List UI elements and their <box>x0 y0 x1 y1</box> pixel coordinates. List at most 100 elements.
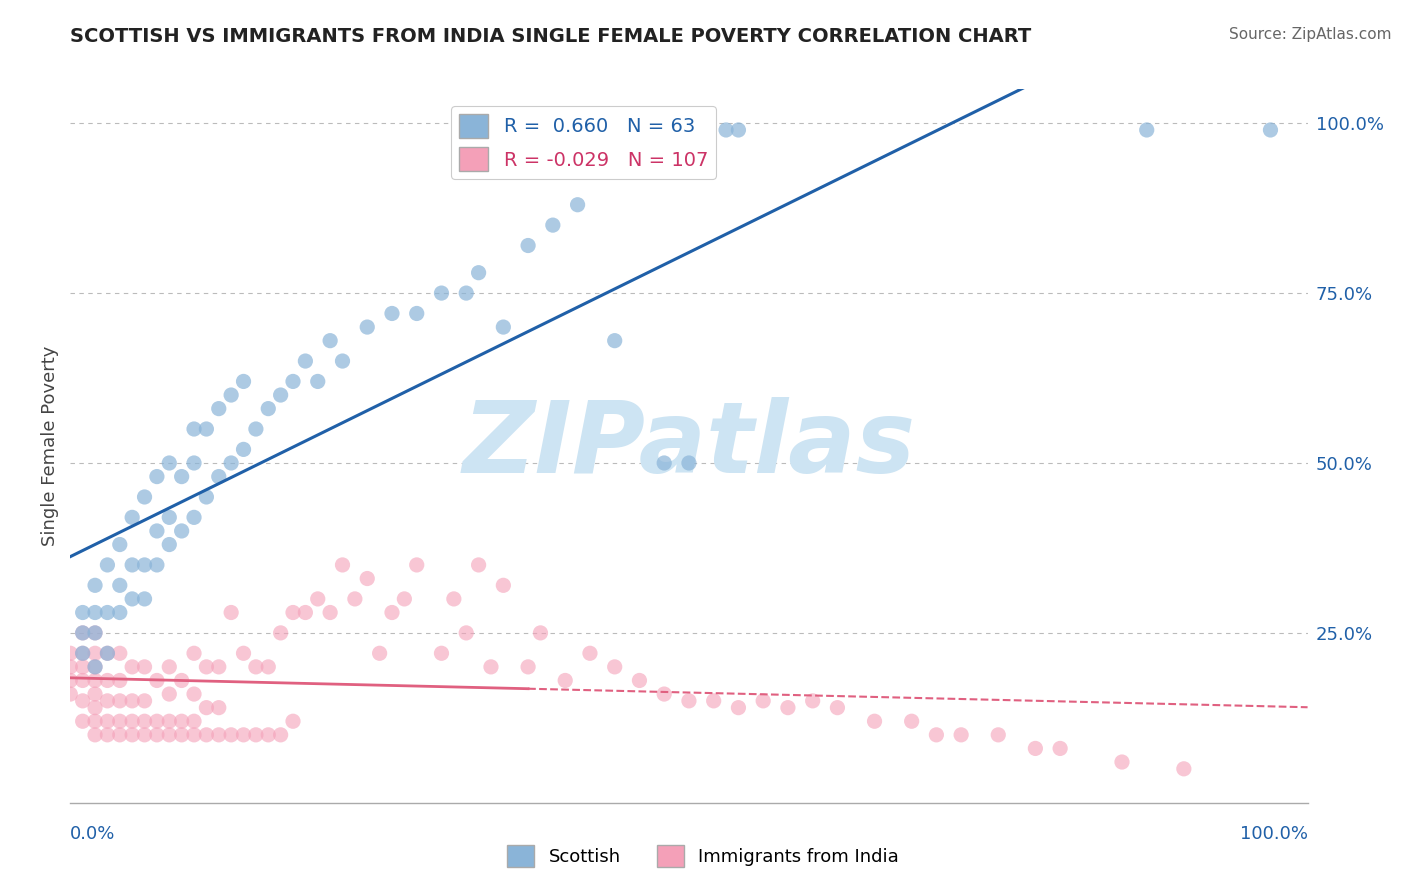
Point <box>714 123 737 137</box>
Point <box>863 714 886 729</box>
Point <box>703 694 725 708</box>
Point <box>183 714 205 729</box>
Point <box>146 714 169 729</box>
Point <box>96 714 118 729</box>
Point <box>727 700 749 714</box>
Point <box>108 694 131 708</box>
Point <box>456 626 478 640</box>
Point <box>183 728 205 742</box>
Point <box>121 694 143 708</box>
Point <box>1260 123 1282 137</box>
Point <box>195 490 218 504</box>
Point <box>257 728 280 742</box>
Point <box>517 238 540 252</box>
Point <box>492 320 515 334</box>
Point <box>652 687 675 701</box>
Point <box>245 422 267 436</box>
Point <box>72 694 94 708</box>
Point <box>219 456 242 470</box>
Point <box>146 524 169 538</box>
Point <box>84 687 107 701</box>
Point <box>84 626 107 640</box>
Point <box>603 660 626 674</box>
Point <box>208 401 231 416</box>
Point <box>628 673 651 688</box>
Point <box>257 660 280 674</box>
Point <box>146 469 169 483</box>
Point <box>270 626 292 640</box>
Point <box>208 660 231 674</box>
Point <box>541 218 564 232</box>
Point <box>368 646 391 660</box>
Point <box>443 591 465 606</box>
Point <box>356 320 378 334</box>
Point <box>294 354 316 368</box>
Point <box>294 606 316 620</box>
Point <box>430 646 453 660</box>
Point <box>96 646 118 660</box>
Point <box>281 714 304 729</box>
Point <box>183 422 205 436</box>
Point <box>157 660 180 674</box>
Point <box>121 591 143 606</box>
Point <box>1111 755 1133 769</box>
Text: Source: ZipAtlas.com: Source: ZipAtlas.com <box>1229 27 1392 42</box>
Point <box>727 123 749 137</box>
Point <box>96 694 118 708</box>
Point <box>96 646 118 660</box>
Point <box>157 714 180 729</box>
Point <box>195 700 218 714</box>
Text: SCOTTISH VS IMMIGRANTS FROM INDIA SINGLE FEMALE POVERTY CORRELATION CHART: SCOTTISH VS IMMIGRANTS FROM INDIA SINGLE… <box>70 27 1032 45</box>
Point <box>183 687 205 701</box>
Point <box>157 687 180 701</box>
Point <box>84 626 107 640</box>
Point <box>134 728 156 742</box>
Point <box>195 728 218 742</box>
Point <box>121 714 143 729</box>
Point <box>170 728 193 742</box>
Point <box>183 510 205 524</box>
Text: 0.0%: 0.0% <box>70 825 115 843</box>
Point <box>157 456 180 470</box>
Point <box>134 591 156 606</box>
Point <box>219 606 242 620</box>
Point <box>232 442 254 457</box>
Point <box>332 354 354 368</box>
Point <box>270 728 292 742</box>
Point <box>134 660 156 674</box>
Point <box>96 673 118 688</box>
Point <box>232 646 254 660</box>
Point <box>72 714 94 729</box>
Point <box>108 728 131 742</box>
Point <box>479 660 502 674</box>
Point <box>456 286 478 301</box>
Point <box>72 646 94 660</box>
Point <box>170 714 193 729</box>
Point <box>170 673 193 688</box>
Point <box>84 700 107 714</box>
Point <box>170 524 193 538</box>
Point <box>134 714 156 729</box>
Point <box>332 558 354 572</box>
Point <box>950 728 973 742</box>
Point <box>405 558 427 572</box>
Point <box>84 578 107 592</box>
Y-axis label: Single Female Poverty: Single Female Poverty <box>41 346 59 546</box>
Point <box>208 469 231 483</box>
Point <box>146 673 169 688</box>
Point <box>900 714 922 729</box>
Point <box>208 700 231 714</box>
Point <box>121 660 143 674</box>
Point <box>108 606 131 620</box>
Point <box>72 626 94 640</box>
Point <box>467 266 489 280</box>
Point <box>134 694 156 708</box>
Point <box>1136 123 1159 137</box>
Point <box>405 306 427 320</box>
Point <box>567 198 589 212</box>
Point <box>319 334 342 348</box>
Point <box>170 469 193 483</box>
Point <box>245 728 267 742</box>
Point <box>1024 741 1046 756</box>
Point <box>281 375 304 389</box>
